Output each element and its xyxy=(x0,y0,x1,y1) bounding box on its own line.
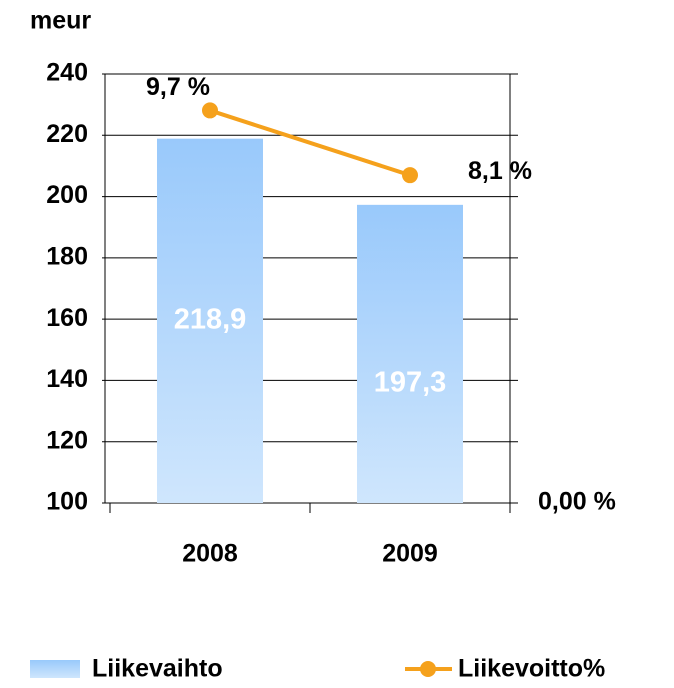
y-tick-label: 120 xyxy=(46,426,88,454)
y-tick-label: 200 xyxy=(46,181,88,209)
line-marker xyxy=(202,102,218,119)
y2-tick-label: 0,00 % xyxy=(538,488,616,516)
legend-marker xyxy=(420,661,436,677)
y-tick-label: 160 xyxy=(46,304,88,332)
bar-value-label: 197,3 xyxy=(374,367,447,399)
x-tick-label: 2009 xyxy=(382,540,438,568)
bar xyxy=(357,204,463,503)
legend-label: Liikevoitto% xyxy=(458,655,605,683)
y-tick-label: 180 xyxy=(46,242,88,270)
y-tick-label: 100 xyxy=(46,488,88,516)
x-tick-label: 2008 xyxy=(182,540,238,568)
bar-value-label: 218,9 xyxy=(174,303,247,335)
line-value-label: 8,1 % xyxy=(468,157,532,185)
y-axis-label: meur xyxy=(30,7,91,35)
y-tick-label: 220 xyxy=(46,120,88,148)
y-tick-label: 240 xyxy=(46,59,88,87)
legend-label: Liikevaihto xyxy=(92,655,223,683)
line xyxy=(209,108,411,178)
line-marker xyxy=(402,167,418,184)
y-tick-label: 140 xyxy=(46,365,88,393)
legend-swatch xyxy=(30,660,80,678)
bar xyxy=(157,138,263,503)
line-value-label: 9,7 % xyxy=(146,73,210,101)
